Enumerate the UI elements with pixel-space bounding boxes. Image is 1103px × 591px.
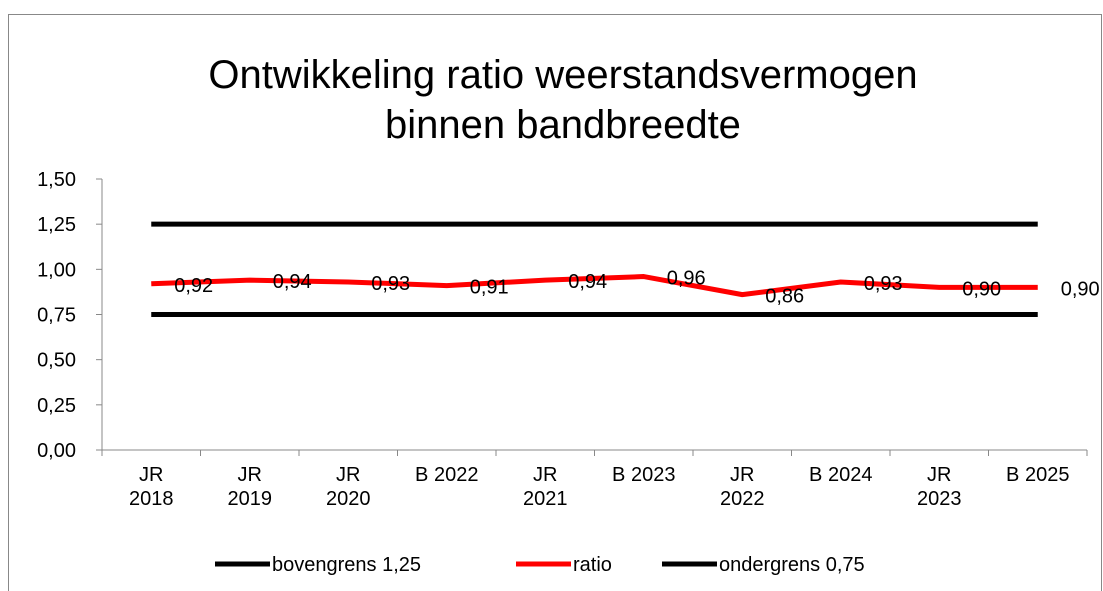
x-tick-label: JR 2023: [917, 464, 962, 510]
x-tick-label: B 2022: [415, 464, 478, 486]
y-tick-label: 0,75: [37, 305, 76, 327]
x-tick-label: JR 2021: [523, 464, 568, 510]
data-label: 0,92: [174, 275, 213, 297]
legend-label: bovengrens 1,25: [272, 554, 421, 576]
y-tick-label: 0,25: [37, 395, 76, 417]
x-tick-label: JR 2022: [720, 464, 765, 510]
chart-title: binnen bandbreedte: [385, 103, 741, 147]
x-tick-label: B 2024: [809, 464, 872, 486]
x-tick-label: JR 2019: [228, 464, 273, 510]
data-label: 0,93: [864, 273, 903, 295]
data-label: 0,94: [568, 271, 607, 293]
data-label: 0,86: [765, 286, 804, 308]
x-tick-label: B 2023: [612, 464, 675, 486]
chart-border: [8, 14, 1102, 591]
x-tick-label: JR 2020: [326, 464, 371, 510]
y-tick-label: 1,25: [37, 214, 76, 236]
x-tick-label: JR 2018: [129, 464, 174, 510]
y-tick-label: 1,00: [37, 259, 76, 281]
y-tick-label: 0,50: [37, 350, 76, 372]
legend-label: ratio: [573, 554, 612, 576]
data-label: 0,90: [962, 278, 1001, 300]
data-label: 0,91: [470, 277, 509, 299]
data-label: 0,96: [667, 268, 706, 290]
data-label: 0,90: [1061, 278, 1100, 300]
data-label: 0,94: [273, 271, 312, 293]
legend-label: ondergrens 0,75: [719, 554, 865, 576]
data-label: 0,93: [371, 273, 410, 295]
chart-title: Ontwikkeling ratio weerstandsvermogen: [208, 53, 917, 97]
y-tick-label: 0,00: [37, 440, 76, 462]
series-line: [151, 274, 1038, 298]
x-tick-label: B 2025: [1006, 464, 1069, 486]
y-tick-label: 1,50: [37, 169, 76, 191]
